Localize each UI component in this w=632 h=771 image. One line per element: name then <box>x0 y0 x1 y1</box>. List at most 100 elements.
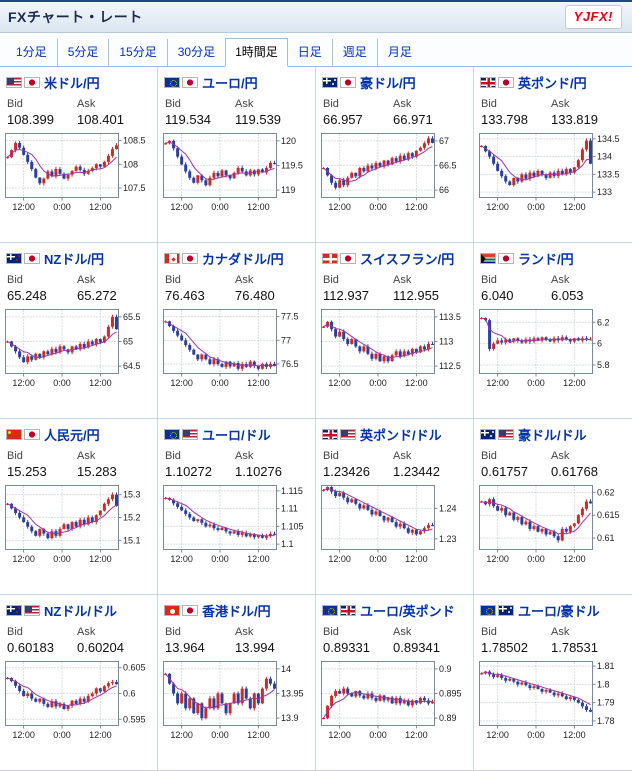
svg-text:107.5: 107.5 <box>123 183 146 193</box>
pair-name-link[interactable]: ユーロ/英ポンド <box>360 604 455 619</box>
pair-name-link[interactable]: スイスフラン/円 <box>360 252 455 267</box>
mini-chart: 77.5 77 76.5 12:00 0:00 12:00 <box>163 309 315 394</box>
page-header: FXチャート・レート YJFX! <box>0 0 632 33</box>
svg-text:0:00: 0:00 <box>369 554 387 564</box>
ask-column: Ask 0.89341 <box>393 626 463 655</box>
ask-value: 1.23442 <box>393 464 440 479</box>
ask-value: 119.539 <box>235 112 282 127</box>
svg-text:12:00: 12:00 <box>247 730 270 740</box>
pair-name-link[interactable]: ユーロ/ドル <box>202 428 271 443</box>
svg-text:0:00: 0:00 <box>53 554 71 564</box>
svg-text:12:00: 12:00 <box>486 378 509 388</box>
mini-chart: 0.9 0.895 0.89 12:00 0:00 12:00 <box>321 661 473 746</box>
mini-chart: 14 13.95 13.9 12:00 0:00 12:00 <box>163 661 315 746</box>
tab-30min[interactable]: 30分足 <box>166 39 225 66</box>
tab-1hour[interactable]: 1時間足 <box>225 38 288 67</box>
tab-1min[interactable]: 1分足 <box>16 45 47 59</box>
tab-15min[interactable]: 15分足 <box>108 39 166 66</box>
svg-text:0.595: 0.595 <box>123 714 146 724</box>
tab-weekly[interactable]: 週足 <box>331 39 377 66</box>
au-flag-icon <box>322 77 338 88</box>
bid-value: 1.23426 <box>323 464 370 479</box>
pair-name-link[interactable]: 英ポンド/ドル <box>360 428 442 443</box>
ask-column: Ask 6.053 <box>551 274 621 303</box>
gb-flag-icon <box>480 77 496 88</box>
quote-panel: Bid 15.253 Ask 15.283 <box>7 450 157 479</box>
svg-text:6: 6 <box>597 339 602 349</box>
pair-name-link[interactable]: 豪ドル/円 <box>360 76 416 91</box>
svg-text:0:00: 0:00 <box>527 378 545 388</box>
pair-cell: スイスフラン/円 Bid 112.937 Ask 112.955 113.5 11… <box>316 243 474 419</box>
pair-name-link[interactable]: 米ドル/円 <box>44 76 100 91</box>
tab-5min[interactable]: 5分足 <box>56 39 109 66</box>
quote-panel: Bid 0.60183 Ask 0.60204 <box>7 626 157 655</box>
pair-name-link[interactable]: 豪ドル/ドル <box>518 428 587 443</box>
ask-label: Ask <box>393 626 412 638</box>
yjfx-logo-text: YJFX! <box>573 9 613 24</box>
pair-name-link[interactable]: 人民元/円 <box>44 428 100 443</box>
ask-column: Ask 119.539 <box>235 98 305 127</box>
ask-column: Ask 15.283 <box>77 450 147 479</box>
pair-cell: ユーロ/英ポンド Bid 0.89331 Ask 0.89341 0.9 0.89… <box>316 595 474 771</box>
ask-column: Ask 1.23442 <box>393 450 463 479</box>
bid-column: Bid 0.61757 <box>481 450 551 479</box>
bid-column: Bid 1.10272 <box>165 450 235 479</box>
bid-label: Bid <box>165 274 181 286</box>
svg-text:1.115: 1.115 <box>281 486 303 496</box>
ask-column: Ask 66.971 <box>393 98 463 127</box>
svg-text:0:00: 0:00 <box>369 730 387 740</box>
svg-text:12:00: 12:00 <box>405 378 428 388</box>
svg-text:120: 120 <box>281 136 296 146</box>
svg-text:77: 77 <box>281 335 291 345</box>
quote-panel: Bid 76.463 Ask 76.480 <box>165 274 315 303</box>
quote-panel: Bid 1.10272 Ask 1.10276 <box>165 450 315 479</box>
ask-value: 1.78531 <box>551 640 598 655</box>
quote-panel: Bid 112.937 Ask 112.955 <box>323 274 473 303</box>
bid-value: 0.60183 <box>7 640 54 655</box>
mini-chart: 1.81 1.8 1.79 1.78 12:00 0:00 12:00 <box>479 661 632 746</box>
svg-text:12:00: 12:00 <box>328 202 351 212</box>
pair-name-link[interactable]: ユーロ/豪ドル <box>518 604 600 619</box>
ask-label: Ask <box>77 98 96 110</box>
pair-name-link[interactable]: 香港ドル/円 <box>202 604 271 619</box>
ask-column: Ask 76.480 <box>235 274 305 303</box>
ask-label: Ask <box>551 450 570 462</box>
bid-column: Bid 112.937 <box>323 274 393 303</box>
svg-text:77.5: 77.5 <box>281 312 299 322</box>
pair-cell: 英ポンド/ドル Bid 1.23426 Ask 1.23442 1.24 1.23… <box>316 419 474 595</box>
svg-text:13.9: 13.9 <box>281 713 299 723</box>
bid-value: 6.040 <box>481 288 514 303</box>
pair-cell: 米ドル/円 Bid 108.399 Ask 108.401 108.5 108 10… <box>0 67 158 243</box>
svg-text:0:00: 0:00 <box>527 730 545 740</box>
ask-value: 66.971 <box>393 112 433 127</box>
ask-column: Ask 13.994 <box>235 626 305 655</box>
bid-column: Bid 76.463 <box>165 274 235 303</box>
svg-text:12:00: 12:00 <box>247 378 270 388</box>
tab-daily[interactable]: 日足 <box>297 45 322 59</box>
quote-panel: Bid 66.957 Ask 66.971 <box>323 98 473 127</box>
pair-name-link[interactable]: カナダドル/円 <box>202 252 284 267</box>
bid-column: Bid 66.957 <box>323 98 393 127</box>
bid-value: 15.253 <box>7 464 47 479</box>
pair-name-link[interactable]: NZドル/ドル <box>44 604 117 619</box>
us-flag-icon <box>182 429 198 440</box>
quote-panel: Bid 1.23426 Ask 1.23442 <box>323 450 473 479</box>
jp-flag-icon <box>182 605 198 616</box>
svg-text:12:00: 12:00 <box>405 730 428 740</box>
pair-header: NZドル/円 <box>6 249 157 268</box>
quote-panel: Bid 1.78502 Ask 1.78531 <box>481 626 632 655</box>
yjfx-logo[interactable]: YJFX! <box>564 5 622 29</box>
tab-monthly[interactable]: 月足 <box>376 39 422 66</box>
pair-name-link[interactable]: NZドル/円 <box>44 252 104 267</box>
candlestick-chart: 77.5 77 76.5 12:00 0:00 12:00 <box>163 309 299 388</box>
candlestick-chart: 108.5 108 107.5 12:00 0:00 12:00 <box>5 133 146 212</box>
pair-name-link[interactable]: 英ポンド/円 <box>518 76 587 91</box>
pair-header: スイスフラン/円 <box>322 249 473 268</box>
ask-value: 0.61768 <box>551 464 598 479</box>
pair-name-link[interactable]: ユーロ/円 <box>202 76 258 91</box>
svg-text:12:00: 12:00 <box>170 730 193 740</box>
ask-label: Ask <box>77 274 96 286</box>
ask-label: Ask <box>551 98 570 110</box>
pair-name-link[interactable]: ランド/円 <box>518 252 574 267</box>
svg-text:12:00: 12:00 <box>247 202 270 212</box>
